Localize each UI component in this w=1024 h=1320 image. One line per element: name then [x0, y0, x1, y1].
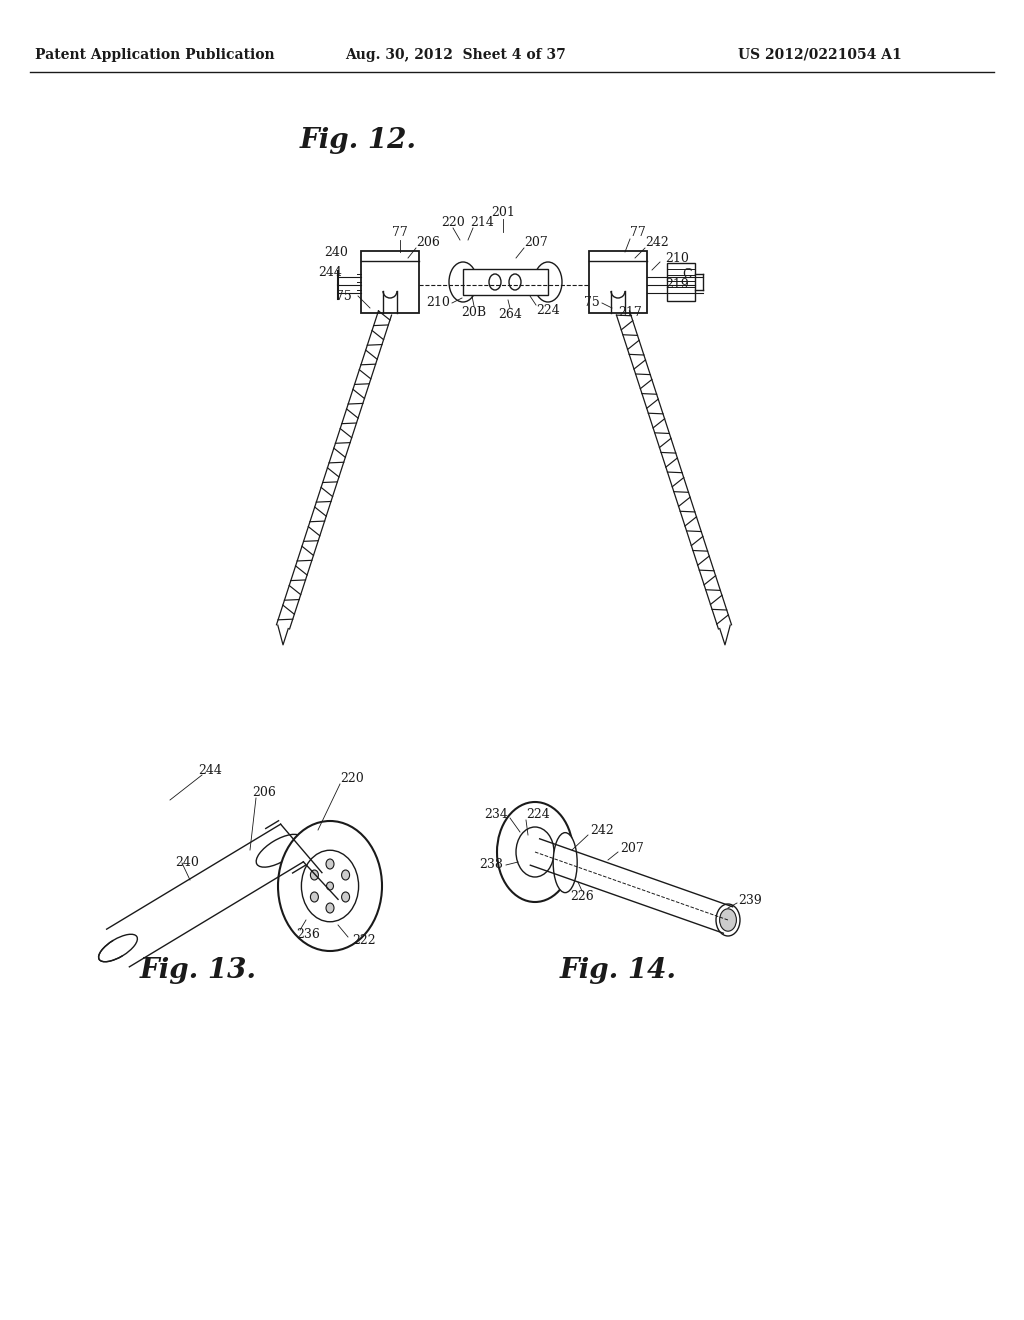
Bar [589, 251, 647, 313]
Text: 206: 206 [416, 236, 440, 249]
Ellipse shape [342, 870, 349, 880]
Text: 20B: 20B [462, 305, 486, 318]
Text: 75: 75 [585, 297, 600, 309]
Ellipse shape [256, 834, 302, 867]
Text: 238: 238 [479, 858, 503, 871]
Ellipse shape [553, 833, 578, 892]
Text: 226: 226 [570, 890, 594, 903]
Bar [463, 269, 548, 294]
Text: 75: 75 [336, 289, 352, 302]
Ellipse shape [326, 903, 334, 913]
Ellipse shape [98, 935, 137, 962]
Ellipse shape [489, 275, 501, 290]
Ellipse shape [534, 261, 562, 302]
Text: 242: 242 [590, 824, 613, 837]
Text: 240: 240 [175, 857, 199, 870]
Ellipse shape [326, 859, 334, 869]
Ellipse shape [509, 275, 521, 290]
Text: 206: 206 [252, 787, 275, 800]
Text: 201: 201 [492, 206, 515, 219]
Ellipse shape [310, 870, 318, 880]
Text: 240: 240 [325, 246, 348, 259]
Text: Aug. 30, 2012  Sheet 4 of 37: Aug. 30, 2012 Sheet 4 of 37 [345, 48, 565, 62]
Ellipse shape [301, 850, 358, 921]
Bar [667, 263, 695, 301]
Text: 244: 244 [198, 763, 222, 776]
Text: US 2012/0221054 A1: US 2012/0221054 A1 [738, 48, 902, 62]
Text: 242: 242 [645, 236, 669, 249]
Ellipse shape [327, 882, 334, 890]
Text: 264: 264 [498, 308, 522, 321]
Ellipse shape [716, 904, 740, 936]
Ellipse shape [516, 828, 554, 876]
Text: 220: 220 [441, 215, 465, 228]
Text: 77: 77 [392, 227, 408, 239]
Bar [361, 251, 419, 313]
Text: 207: 207 [524, 236, 548, 249]
Text: 207: 207 [620, 842, 644, 854]
Text: 236: 236 [296, 928, 319, 941]
Ellipse shape [497, 803, 573, 902]
Text: 234: 234 [484, 808, 508, 821]
Text: Fig. 13.: Fig. 13. [140, 957, 257, 983]
Ellipse shape [310, 892, 318, 902]
Text: C: C [682, 268, 691, 281]
Text: 239: 239 [738, 894, 762, 907]
Ellipse shape [720, 908, 736, 931]
Text: 244: 244 [318, 265, 342, 279]
Text: 222: 222 [352, 933, 376, 946]
Text: 217: 217 [618, 305, 642, 318]
Ellipse shape [278, 821, 382, 950]
Text: 77: 77 [630, 227, 646, 239]
Text: 224: 224 [536, 304, 560, 317]
Text: 220: 220 [340, 771, 364, 784]
Text: 224: 224 [526, 808, 550, 821]
Text: 219: 219 [665, 279, 689, 292]
Text: Fig. 14.: Fig. 14. [560, 957, 677, 983]
Ellipse shape [449, 261, 477, 302]
Ellipse shape [342, 892, 349, 902]
Text: 210: 210 [426, 297, 450, 309]
Text: 210: 210 [665, 252, 689, 264]
Text: 214: 214 [470, 215, 494, 228]
Text: Fig. 12.: Fig. 12. [300, 127, 417, 153]
Text: Patent Application Publication: Patent Application Publication [35, 48, 274, 62]
